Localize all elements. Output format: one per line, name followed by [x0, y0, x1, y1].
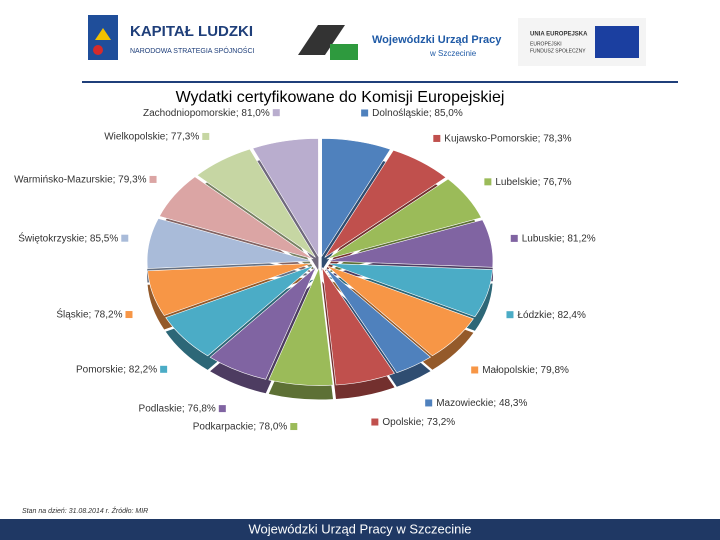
slice: [321, 138, 391, 258]
label-key: [425, 399, 433, 407]
label-key: [290, 423, 298, 431]
slice: [158, 176, 314, 260]
logo-arrow: [330, 44, 358, 60]
data-label: Zachodniopomorskie; 81,0%: [143, 108, 270, 119]
logo-line: EUROPEJSKI: [530, 41, 562, 47]
data-label: Świętokrzyskie; 85,5%: [18, 231, 118, 244]
slice: [268, 266, 334, 386]
slice: [209, 266, 317, 380]
logo-subtitle: NARODOWA STRATEGIA SPÓJNOŚCI: [130, 46, 255, 55]
slice: [147, 263, 313, 316]
data-label: Pomorskie; 82,2%: [76, 364, 157, 375]
logo-line: FUNDUSZ SPOŁECZNY: [530, 48, 586, 54]
data-label: Kujawsko-Pomorskie; 78,3%: [444, 134, 571, 145]
slice: [196, 148, 316, 258]
label-key: [149, 175, 157, 183]
data-label: Dolnośląskie; 85,0%: [372, 108, 463, 119]
logo-icon: [298, 25, 345, 55]
pie-chart: Dolnośląskie; 85,0% Kujawsko-Pomorskie; 7…: [14, 108, 596, 433]
slice: [327, 219, 494, 268]
slice: [324, 266, 432, 374]
data-label: Wielkopolskie; 77,3%: [104, 132, 199, 143]
data-label: Małopolskie; 79,8%: [482, 365, 569, 376]
slice: [326, 265, 474, 357]
data-label: Podkarpackie; 78,0%: [193, 422, 288, 433]
data-label: Lubelskie; 76,7%: [495, 177, 571, 188]
slice: [324, 149, 447, 258]
label-key: [202, 132, 210, 140]
logo-title: Wojewódzki Urząd Pracy: [372, 34, 502, 46]
data-label: Lubuskie; 81,2%: [522, 234, 596, 245]
logo-eu: UNIA EUROPEJSKA EUROPEJSKI FUNDUSZ SPOŁE…: [518, 18, 646, 66]
logo-title: KAPITAŁ LUDZKI: [130, 23, 253, 40]
slice: [252, 138, 319, 258]
data-label: Śląskie; 78,2%: [56, 308, 122, 321]
label-key: [218, 405, 226, 413]
footer-bar: [0, 519, 720, 540]
data-label: Podlaskie; 76,8%: [139, 404, 216, 415]
footer-text: Wojewódzki Urząd Pracy w Szczecinie: [249, 521, 472, 536]
slice: [165, 265, 314, 357]
label-key: [272, 109, 280, 117]
label-key: [125, 311, 133, 319]
footer-note: Stan na dzień: 31.08.2014 r. Źródło: MIR: [22, 506, 148, 515]
logo-dot: [93, 45, 103, 55]
label-key: [506, 311, 514, 319]
label-key: [121, 234, 129, 242]
slice: [327, 263, 493, 318]
slice: [321, 267, 395, 386]
logo-wup: Wojewódzki Urząd Pracy w Szczecinie: [298, 25, 502, 60]
eu-flag: [595, 26, 639, 58]
label-key: [160, 365, 168, 373]
data-label: Mazowieckie; 48,3%: [436, 398, 527, 409]
label-key: [510, 234, 518, 242]
logo-star: [95, 28, 111, 40]
label-key: [371, 418, 379, 426]
label-key: [361, 109, 369, 117]
slice: [326, 178, 482, 260]
logo-kapital-ludzki: KAPITAŁ LUDZKI NARODOWA STRATEGIA SPÓJNO…: [88, 15, 255, 60]
data-label: Warmińsko-Mazurskie; 79,3%: [14, 175, 147, 186]
chart-title: Wydatki certyfikowane do Komisji Europej…: [176, 89, 505, 106]
logo-subtitle: w Szczecinie: [429, 49, 477, 58]
slice: [146, 218, 313, 269]
logo-title: UNIA EUROPEJSKA: [530, 32, 588, 38]
data-label: Opolskie; 73,2%: [382, 417, 455, 428]
label-key: [433, 134, 441, 142]
label-key: [471, 366, 479, 374]
label-key: [484, 178, 492, 186]
data-label: Łódzkie; 82,4%: [517, 310, 585, 321]
